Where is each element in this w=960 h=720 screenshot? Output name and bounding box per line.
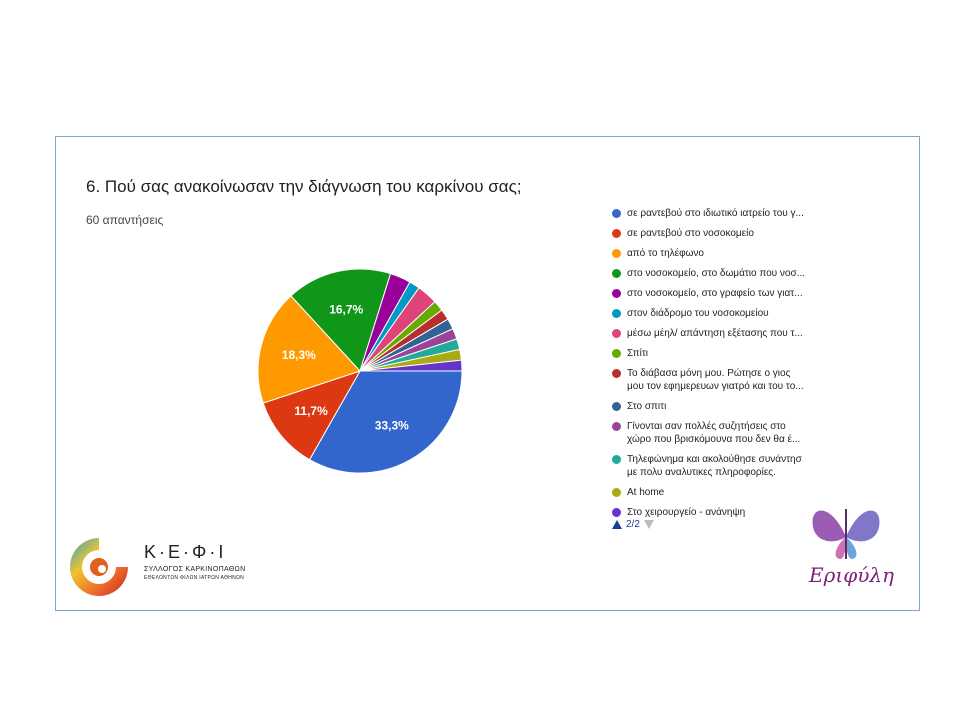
legend-item[interactable]: Το διάβασα μόνη μου. Ρώτησε ο γιος μου τ… <box>612 367 912 393</box>
legend-label: Στο σπιτι <box>627 401 667 412</box>
legend-item[interactable]: από το τηλέφωνο <box>612 247 912 260</box>
legend-item[interactable]: σε ραντεβού στο ιδιωτικό ιατρείο του γ..… <box>612 207 912 220</box>
legend-item[interactable]: στο νοσοκομείο, στο γραφείο των γιατ... <box>612 287 912 300</box>
legend-label: Τηλεφώνημα και ακολούθησε συνάντησ με πο… <box>627 454 802 478</box>
pie-slice-0[interactable] <box>308 370 463 474</box>
kefi-subtitle: ΣΥΛΛΟΓΟΣ ΚΑΡΚΙΝΟΠΑΘΩΝ <box>144 566 246 573</box>
butterfly-icon <box>812 509 880 559</box>
legend-label: σε ραντεβού στο νοσοκομείο <box>627 228 754 239</box>
legend-label: στο νοσοκομείο, στο δωμάτιο που νοσ... <box>627 268 805 279</box>
chart-title: 6. Πού σας ανακοίνωσαν την διάγνωση του … <box>86 177 522 196</box>
legend-item[interactable]: μέσω μέηλ/ απάντηση εξέτασης που τ... <box>612 327 912 340</box>
pie-slice-3[interactable] <box>290 268 392 372</box>
legend-label: σε ραντεβού στο ιδιωτικό ιατρείο του γ..… <box>627 208 804 219</box>
legend-label: At home <box>627 487 665 498</box>
erifyli-logo: Εριφύλη <box>801 497 895 607</box>
legend-item[interactable]: στο νοσοκομείο, στο δωμάτιο που νοσ... <box>612 267 912 280</box>
legend-pager: 2/2 <box>612 519 654 530</box>
slice-data-label: 16,7% <box>329 302 363 316</box>
legend-swatch <box>612 488 621 497</box>
legend-swatch <box>612 309 621 318</box>
legend-item[interactable]: Στο σπιτι <box>612 400 912 413</box>
pager-next-icon[interactable] <box>643 520 654 529</box>
legend-swatch <box>612 349 621 358</box>
slice-data-label: 18,3% <box>282 348 316 362</box>
legend-label: Σπίτι <box>627 348 648 359</box>
legend-label: στον διάδρομο του νοσοκομείου <box>627 308 769 319</box>
pie-slice-1[interactable] <box>262 370 362 461</box>
response-count: 60 απαντήσεις <box>86 213 164 227</box>
kefi-spiral-icon <box>70 538 128 596</box>
legend-label: από το τηλέφωνο <box>627 248 704 259</box>
legend-swatch <box>612 249 621 258</box>
legend-swatch <box>612 422 621 431</box>
legend-label: στο νοσοκομείο, στο γραφείο των γιατ... <box>627 288 803 299</box>
legend-label: Το διάβασα μόνη μου. Ρώτησε ο γιος μου τ… <box>627 368 804 392</box>
legend-item[interactable]: Γίνονται σαν πολλές συζητήσεις στο χώρο … <box>612 420 912 446</box>
pie-slice-13[interactable] <box>359 359 463 372</box>
legend-item[interactable]: At home <box>612 486 912 499</box>
legend-label: μέσω μέηλ/ απάντηση εξέτασης που τ... <box>627 328 803 339</box>
slice-data-label: 33,3% <box>375 419 409 433</box>
kefi-subtitle-2: ΕΘΕΛΟΝΤΩΝ ΦΙΛΩΝ ΙΑΤΡΩΝ ΑΘΗΝΩΝ <box>144 575 245 581</box>
slice-data-label: 11,7% <box>294 404 328 418</box>
legend-swatch <box>612 269 621 278</box>
legend-swatch <box>612 455 621 464</box>
legend-swatch <box>612 229 621 238</box>
legend-swatch <box>612 209 621 218</box>
legend-swatch <box>612 329 621 338</box>
legend-item[interactable]: Τηλεφώνημα και ακολούθησε συνάντησ με πο… <box>612 453 912 479</box>
chart-legend: σε ραντεβού στο ιδιωτικό ιατρείο του γ..… <box>612 207 912 526</box>
erifyli-name: Εριφύλη <box>809 563 895 587</box>
chart-card: 6. Πού σας ανακοίνωσαν την διάγνωση του … <box>55 136 920 611</box>
legend-label: Στο χειρουργείο - ανάνηψη <box>627 507 746 518</box>
kefi-logo: Κ·Ε·Φ·Ι ΣΥΛΛΟΓΟΣ ΚΑΡΚΙΝΟΠΑΘΩΝ ΕΘΕΛΟΝΤΩΝ … <box>64 532 264 602</box>
pager-label: 2/2 <box>626 519 640 530</box>
legend-item[interactable]: σε ραντεβού στο νοσοκομείο <box>612 227 912 240</box>
legend-item[interactable]: Στο χειρουργείο - ανάνηψη <box>612 506 912 519</box>
legend-item[interactable]: στον διάδρομο του νοσοκομείου <box>612 307 912 320</box>
legend-swatch <box>612 508 621 517</box>
legend-swatch <box>612 402 621 411</box>
pager-prev-icon[interactable] <box>612 520 622 529</box>
pie-chart: 33,3% 11,7% 18,3% 16,7% <box>257 268 463 474</box>
legend-swatch <box>612 289 621 298</box>
legend-label: Γίνονται σαν πολλές συζητήσεις στο χώρο … <box>627 421 801 445</box>
legend-swatch <box>612 369 621 378</box>
kefi-name: Κ·Ε·Φ·Ι <box>144 542 227 562</box>
legend-item[interactable]: Σπίτι <box>612 347 912 360</box>
pie-slice-2[interactable] <box>257 295 361 404</box>
